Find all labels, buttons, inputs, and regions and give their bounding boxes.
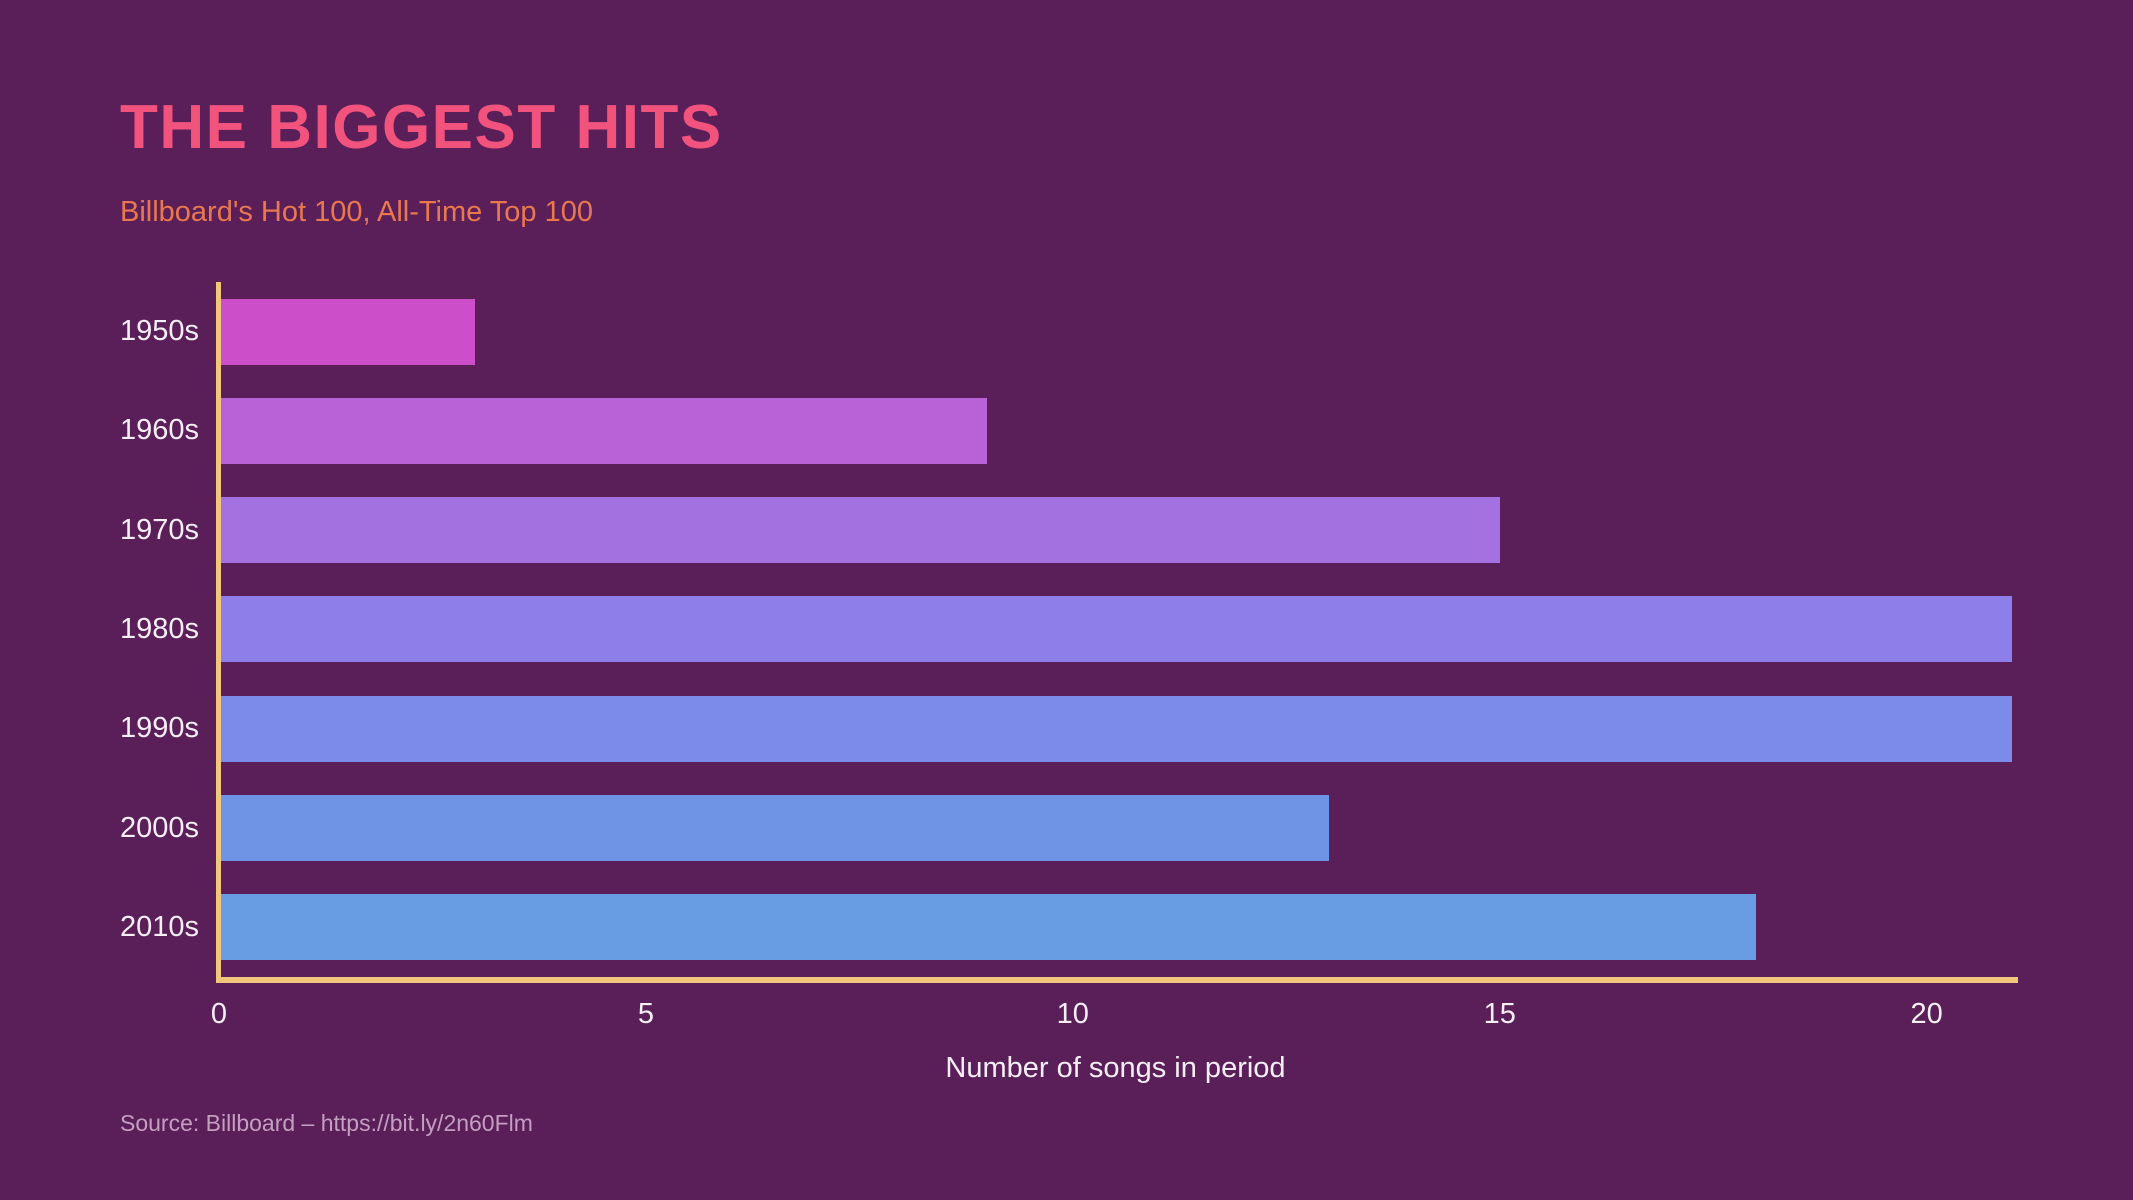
category-label-2010s: 2010s	[120, 910, 200, 943]
bar-2010s	[219, 894, 1756, 961]
bar-1950s	[219, 298, 476, 365]
category-label-1990s: 1990s	[120, 712, 200, 745]
bar-track	[219, 679, 2012, 778]
bar-1990s	[219, 695, 2012, 762]
y-axis-line	[216, 282, 221, 983]
bar-track	[219, 778, 2012, 877]
category-label-2000s: 2000s	[120, 811, 200, 844]
bar-row: 1990s	[0, 679, 2012, 778]
x-tick-label-10: 10	[1056, 998, 1089, 1030]
bar-track	[219, 481, 2012, 580]
bar-2000s	[219, 795, 1329, 862]
bar-track	[219, 381, 2012, 480]
bar-row: 1950s	[0, 282, 2012, 381]
x-tick-label-20: 20	[1910, 998, 1943, 1030]
source-note: Source: Billboard – https://bit.ly/2n60F…	[120, 1110, 533, 1136]
category-label-1950s: 1950s	[120, 315, 200, 348]
bar-row: 2000s	[0, 778, 2012, 877]
bar-rows: 1950s 1960s 1970s 1980s 1990s 2000s 2010s	[0, 282, 2012, 977]
chart-subtitle: Billboard's Hot 100, All-Time Top 100	[120, 196, 594, 228]
x-tick-label-0: 0	[210, 998, 228, 1030]
bar-row: 2010s	[0, 878, 2012, 977]
bar-1980s	[219, 596, 2012, 663]
bar-row: 1970s	[0, 481, 2012, 580]
x-axis-title: Number of songs in period	[945, 1052, 1286, 1084]
bar-track	[219, 580, 2012, 679]
x-tick-label-5: 5	[637, 998, 654, 1030]
bar-track	[219, 878, 2012, 977]
x-ticks: 0 5 10 15 20	[211, 998, 2012, 1040]
bar-row: 1960s	[0, 381, 2012, 480]
x-tick-label-15: 15	[1483, 998, 1516, 1030]
chart-title: THE BIGGEST HITS	[120, 93, 723, 162]
bar-1970s	[219, 497, 1500, 564]
category-label-1980s: 1980s	[120, 612, 200, 645]
category-label-1960s: 1960s	[120, 414, 200, 447]
x-axis-line	[216, 977, 2018, 983]
category-label-1970s: 1970s	[120, 513, 200, 546]
bar-1960s	[219, 397, 988, 464]
bar-row: 1980s	[0, 580, 2012, 679]
bar-track	[219, 282, 2012, 381]
